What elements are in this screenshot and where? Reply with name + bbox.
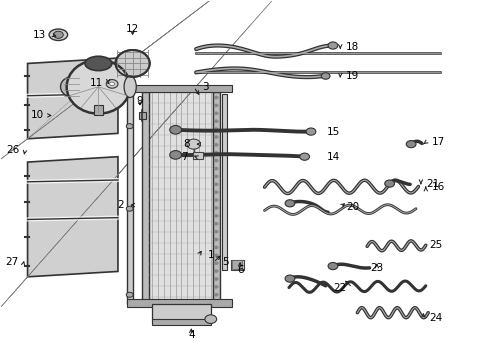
Circle shape bbox=[110, 82, 115, 86]
Circle shape bbox=[126, 292, 133, 297]
Circle shape bbox=[285, 200, 295, 207]
Circle shape bbox=[321, 73, 330, 79]
Circle shape bbox=[214, 293, 219, 297]
Polygon shape bbox=[27, 157, 118, 277]
Circle shape bbox=[328, 262, 338, 270]
Circle shape bbox=[106, 80, 118, 88]
Circle shape bbox=[214, 183, 219, 186]
Bar bbox=[94, 105, 103, 116]
Bar bbox=[221, 94, 227, 270]
Circle shape bbox=[214, 253, 219, 257]
Bar bbox=[213, 92, 220, 300]
Text: 8: 8 bbox=[183, 139, 190, 149]
Bar bbox=[193, 152, 203, 159]
Text: 5: 5 bbox=[222, 257, 229, 267]
Circle shape bbox=[214, 222, 219, 226]
Polygon shape bbox=[27, 58, 118, 139]
Circle shape bbox=[214, 127, 219, 131]
Text: 9: 9 bbox=[137, 96, 143, 106]
Circle shape bbox=[214, 175, 219, 178]
Circle shape bbox=[126, 124, 133, 129]
Circle shape bbox=[406, 140, 416, 148]
Circle shape bbox=[214, 261, 219, 265]
Circle shape bbox=[214, 198, 219, 202]
Circle shape bbox=[126, 91, 133, 96]
Circle shape bbox=[214, 135, 219, 139]
Text: 18: 18 bbox=[346, 42, 359, 52]
Circle shape bbox=[214, 159, 219, 162]
Circle shape bbox=[214, 104, 219, 107]
Circle shape bbox=[214, 269, 219, 273]
Text: 24: 24 bbox=[429, 313, 442, 323]
Ellipse shape bbox=[67, 60, 130, 114]
Circle shape bbox=[306, 128, 316, 135]
Text: 12: 12 bbox=[126, 24, 139, 35]
Circle shape bbox=[214, 167, 219, 170]
Text: 16: 16 bbox=[431, 182, 444, 192]
Text: 3: 3 bbox=[202, 82, 209, 92]
Circle shape bbox=[214, 277, 219, 281]
Text: 21: 21 bbox=[426, 179, 440, 189]
Bar bbox=[152, 304, 211, 320]
Circle shape bbox=[214, 143, 219, 147]
Circle shape bbox=[214, 206, 219, 210]
Circle shape bbox=[214, 190, 219, 194]
Circle shape bbox=[214, 120, 219, 123]
Circle shape bbox=[187, 139, 200, 149]
Text: 27: 27 bbox=[5, 257, 18, 267]
Circle shape bbox=[385, 180, 394, 187]
Circle shape bbox=[205, 315, 217, 323]
Ellipse shape bbox=[124, 76, 136, 98]
Ellipse shape bbox=[85, 56, 112, 71]
Text: 10: 10 bbox=[31, 111, 44, 121]
Circle shape bbox=[285, 275, 295, 282]
Ellipse shape bbox=[116, 50, 150, 77]
Text: 22: 22 bbox=[334, 283, 347, 293]
Circle shape bbox=[328, 42, 338, 49]
Circle shape bbox=[126, 206, 133, 211]
Ellipse shape bbox=[49, 29, 68, 41]
Bar bbox=[232, 260, 242, 269]
Text: 15: 15 bbox=[326, 127, 340, 136]
Circle shape bbox=[214, 285, 219, 289]
Text: 17: 17 bbox=[431, 138, 444, 147]
Ellipse shape bbox=[61, 77, 82, 96]
Text: 1: 1 bbox=[207, 250, 214, 260]
Bar bbox=[143, 92, 149, 300]
Circle shape bbox=[170, 126, 181, 134]
Circle shape bbox=[214, 246, 219, 249]
Circle shape bbox=[300, 153, 310, 160]
Bar bbox=[139, 112, 146, 119]
Text: 13: 13 bbox=[33, 30, 47, 40]
Circle shape bbox=[214, 230, 219, 233]
Ellipse shape bbox=[53, 31, 63, 39]
Text: 4: 4 bbox=[188, 330, 195, 340]
Bar bbox=[231, 260, 244, 270]
Circle shape bbox=[214, 96, 219, 99]
Text: 25: 25 bbox=[429, 239, 442, 249]
Text: 19: 19 bbox=[346, 71, 359, 81]
Circle shape bbox=[214, 112, 219, 115]
Bar bbox=[149, 92, 213, 300]
Bar bbox=[127, 85, 232, 92]
Text: 6: 6 bbox=[237, 265, 244, 275]
Text: 14: 14 bbox=[326, 152, 340, 162]
Bar bbox=[152, 319, 211, 325]
Text: 20: 20 bbox=[346, 202, 359, 212]
Circle shape bbox=[214, 214, 219, 218]
Bar bbox=[127, 81, 133, 304]
Circle shape bbox=[214, 238, 219, 241]
Text: 26: 26 bbox=[6, 144, 20, 154]
Bar bbox=[127, 300, 232, 307]
Circle shape bbox=[214, 151, 219, 154]
Text: 11: 11 bbox=[89, 78, 102, 88]
Text: 7: 7 bbox=[181, 152, 187, 162]
Text: 2: 2 bbox=[117, 200, 123, 210]
Circle shape bbox=[170, 150, 181, 159]
Text: 23: 23 bbox=[370, 263, 384, 273]
